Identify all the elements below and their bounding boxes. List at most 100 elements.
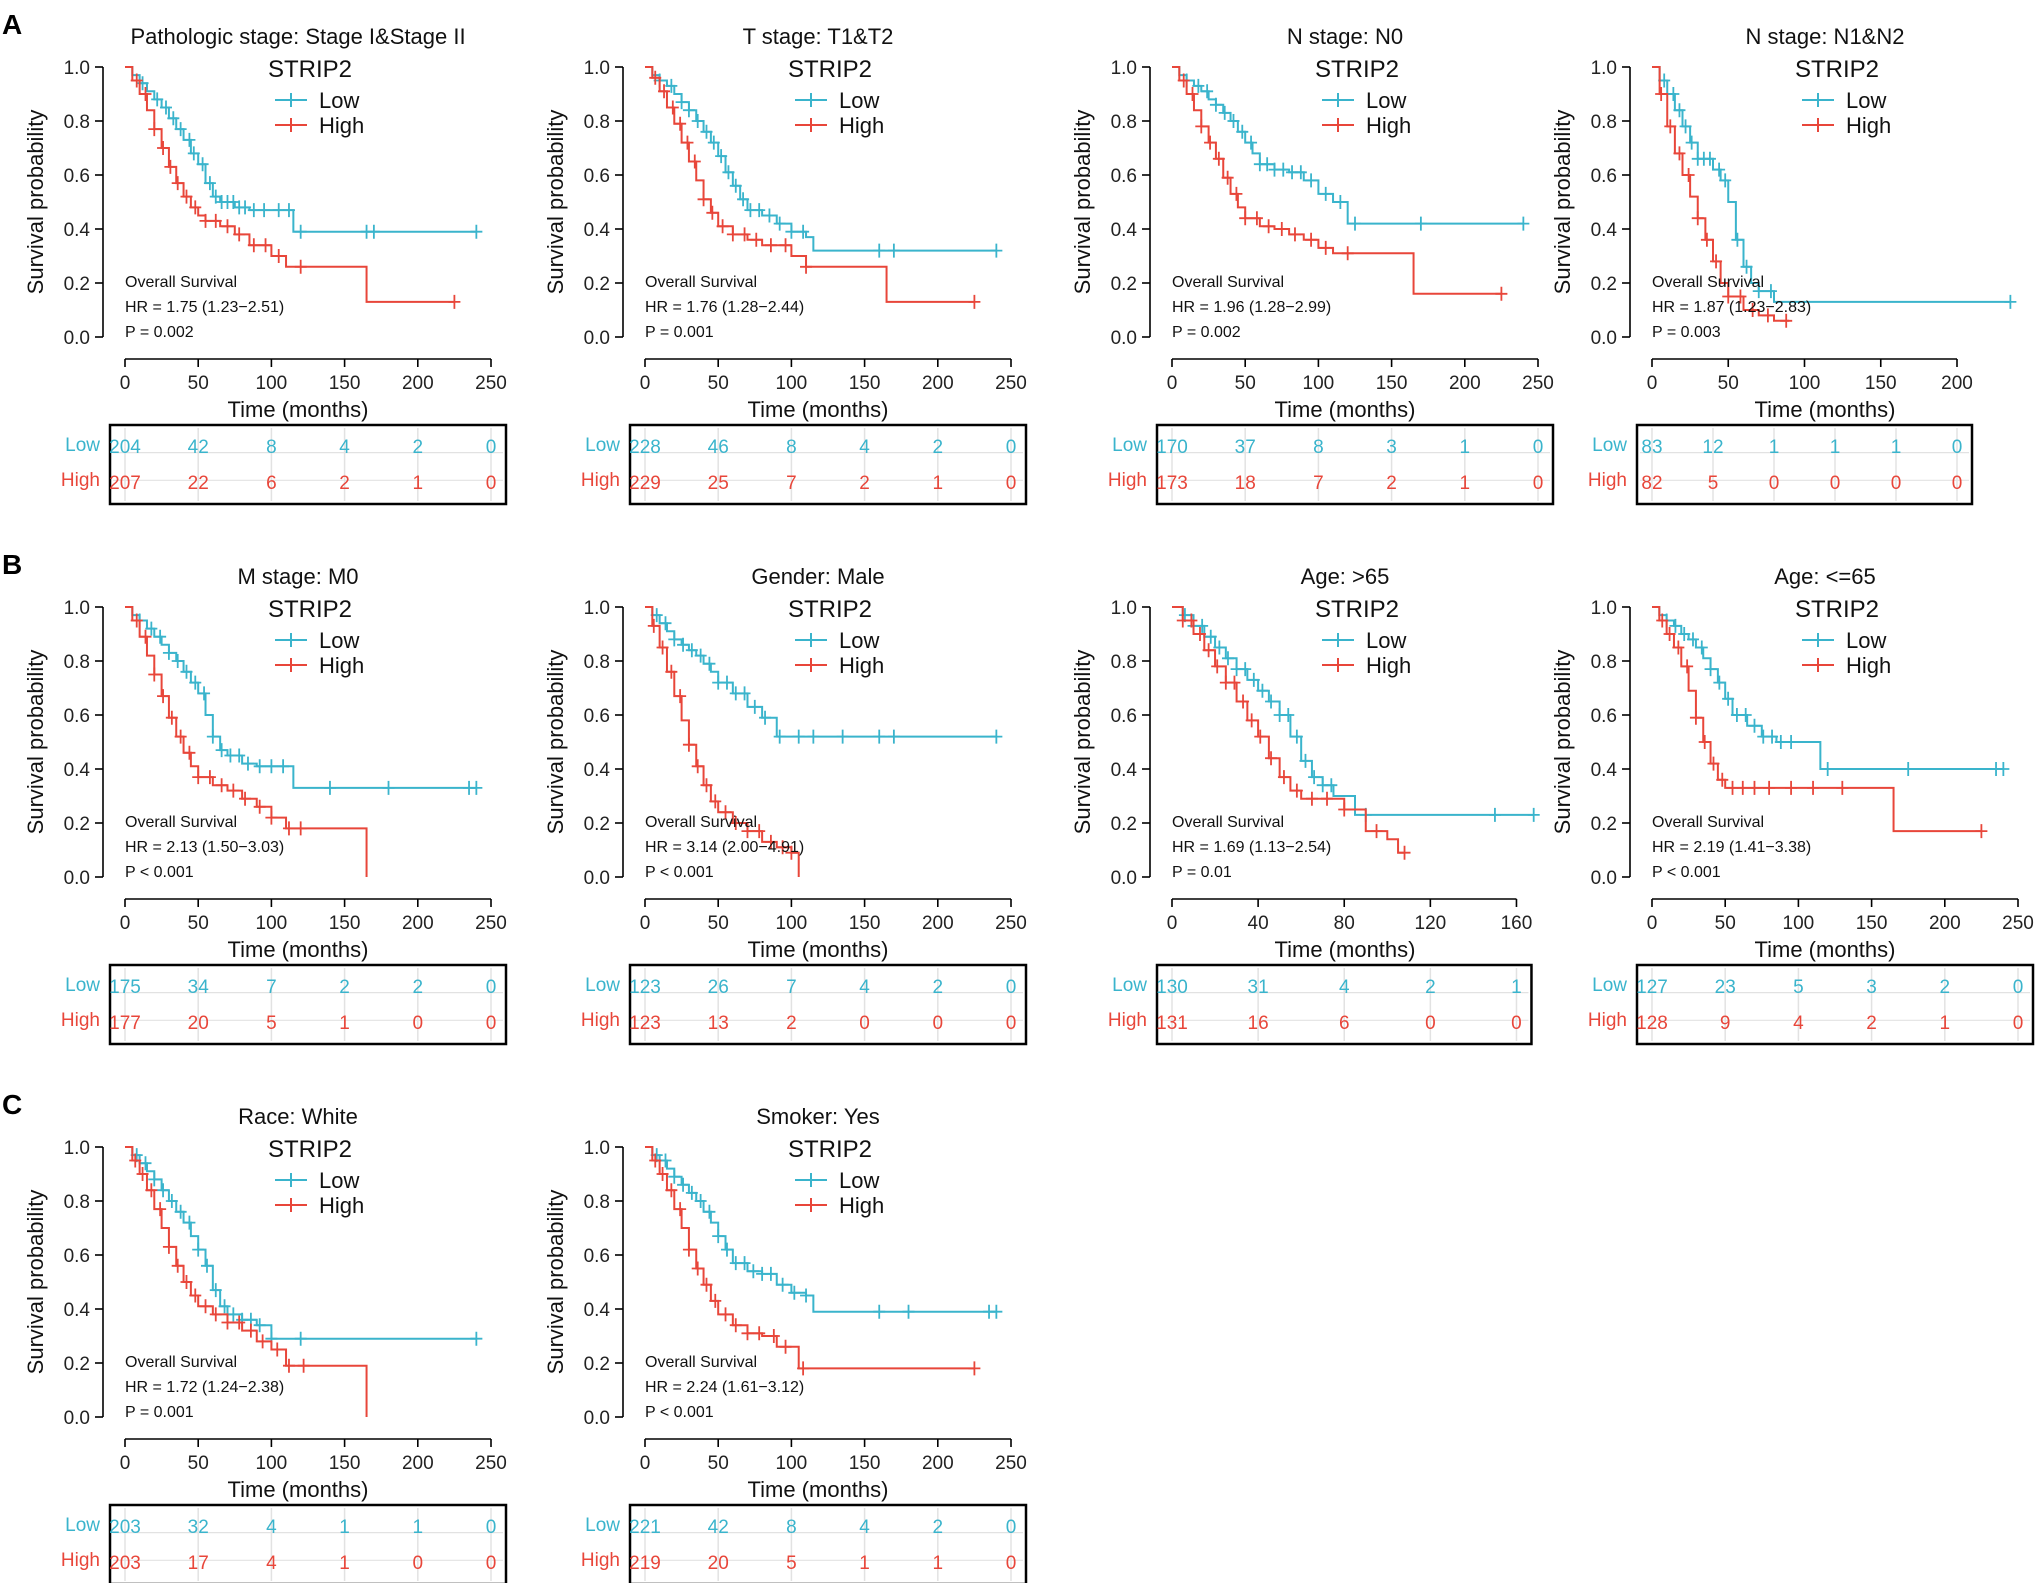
- censor-mark-low: [1695, 640, 1708, 655]
- censor-mark-high: [785, 845, 798, 860]
- censor-mark-low: [748, 699, 761, 714]
- y-tick-label: 0.8: [584, 1192, 610, 1213]
- risk-count-high: 7: [1313, 473, 1324, 494]
- x-tick-label: 150: [849, 373, 881, 394]
- censor-mark-low: [691, 114, 704, 128]
- annotation-p: P = 0.002: [125, 324, 194, 341]
- censor-mark-high: [183, 745, 196, 760]
- censor-mark-low: [1290, 729, 1303, 744]
- censor-mark-low: [1218, 105, 1231, 120]
- risk-count-high: 1: [413, 473, 424, 494]
- censor-mark-low: [171, 654, 184, 668]
- y-tick-label: 0.4: [1591, 220, 1618, 241]
- risk-table-frame: [628, 423, 1028, 506]
- legend-key-low: [1322, 633, 1354, 647]
- censor-mark-low: [1685, 135, 1698, 150]
- censor-mark-high: [649, 70, 662, 85]
- risk-count-high: 0: [1006, 1553, 1017, 1574]
- censor-mark-high: [221, 219, 234, 234]
- censor-mark-high: [157, 141, 170, 155]
- censor-mark-low: [1764, 284, 1777, 299]
- x-tick-label: 80: [1334, 913, 1355, 934]
- censor-mark-low: [367, 224, 380, 239]
- risk-count-high: 0: [933, 1013, 944, 1034]
- risk-count-high: 203: [109, 1553, 141, 1574]
- x-tick-label: 200: [1941, 373, 1973, 394]
- censor-mark-low: [685, 1185, 698, 1200]
- km-panel-6: Gender: Male 0.0 0.2 0.4 0.6 0.8 1.0 Survival p…: [543, 564, 1028, 1046]
- risk-count-high: 5: [786, 1553, 797, 1574]
- y-tick-label: 0.2: [64, 814, 90, 835]
- legend-key-low: [1802, 633, 1834, 647]
- risk-count-high: 5: [266, 1013, 277, 1034]
- x-tick-label: 250: [995, 1453, 1027, 1474]
- censor-mark-low: [196, 157, 209, 172]
- risk-count-high: 16: [1248, 1013, 1269, 1034]
- risk-count-low: 2: [339, 977, 350, 998]
- censor-mark-low: [1201, 84, 1214, 99]
- x-tick-label: 50: [188, 913, 209, 934]
- annotation-title: Overall Survival: [1652, 814, 1764, 831]
- censor-mark-low: [659, 1153, 672, 1168]
- legend-key-high: [275, 1198, 307, 1212]
- risk-count-low: 2: [933, 437, 944, 458]
- censor-mark-high: [164, 159, 177, 174]
- censor-mark-high: [1691, 211, 1704, 226]
- x-tick-label: 150: [1856, 913, 1888, 934]
- y-tick-label: 1.0: [1111, 58, 1137, 79]
- risk-row-label-low: Low: [65, 1515, 100, 1536]
- legend-key-low: [275, 93, 307, 107]
- censor-mark-low: [659, 616, 672, 631]
- censor-mark-low: [1686, 632, 1699, 647]
- censor-mark-high: [656, 1167, 669, 1181]
- annotation-title: Overall Survival: [125, 1354, 237, 1371]
- censor-mark-low: [294, 1331, 307, 1346]
- risk-count-high: 6: [1339, 1013, 1350, 1034]
- censor-mark-high: [282, 821, 295, 836]
- legend-key-low: [795, 633, 827, 647]
- censor-mark-high: [157, 689, 170, 704]
- censor-mark-low: [227, 1307, 240, 1322]
- y-tick-label: 0.8: [1111, 112, 1137, 133]
- risk-count-high: 25: [708, 473, 729, 494]
- censor-mark-low: [873, 729, 886, 744]
- censor-mark-low: [233, 748, 246, 763]
- risk-count-high: 0: [486, 1553, 497, 1574]
- risk-count-high: 2: [1866, 1013, 1877, 1034]
- censor-mark-low: [1517, 216, 1530, 231]
- risk-count-high: 0: [2013, 1013, 2024, 1034]
- censor-mark-high: [753, 1326, 766, 1341]
- censor-mark-low: [165, 1194, 178, 1208]
- censor-mark-low: [1739, 708, 1752, 722]
- x-tick-label: 50: [188, 373, 209, 394]
- risk-count-high: 1: [339, 1553, 350, 1574]
- risk-table-frame: [1635, 423, 1974, 506]
- x-tick-label: 100: [1789, 373, 1821, 394]
- censor-mark-high: [688, 154, 701, 169]
- x-tick-label: 0: [120, 913, 131, 934]
- km-curve-low: [645, 606, 997, 738]
- km-panel-5: M stage: M0 0.0 0.2 0.4 0.6 0.8 1.0 Survival pr…: [23, 564, 508, 1046]
- risk-count-low: 1: [1511, 977, 1522, 998]
- legend-key-high: [795, 658, 827, 672]
- censor-mark-low: [1821, 762, 1834, 776]
- censor-mark-high: [294, 259, 307, 274]
- x-tick-label: 100: [776, 913, 808, 934]
- y-tick-label: 0.2: [584, 814, 610, 835]
- censor-mark-low: [694, 1194, 707, 1208]
- risk-count-high: 9: [1720, 1013, 1731, 1034]
- censor-mark-low: [1722, 691, 1735, 706]
- panel-label-c: C: [2, 1089, 22, 1120]
- chart-title: Gender: Male: [751, 564, 884, 589]
- censor-mark-high: [271, 1342, 284, 1357]
- censor-mark-low: [1236, 124, 1249, 139]
- censor-mark-high: [1398, 845, 1411, 860]
- risk-count-low: 130: [1156, 977, 1188, 998]
- censor-mark-low: [715, 149, 728, 164]
- censor-mark-low: [206, 729, 219, 744]
- censor-mark-high: [1265, 751, 1278, 766]
- censor-mark-low: [148, 1172, 161, 1187]
- risk-count-low: 7: [266, 977, 277, 998]
- km-curve-low: [645, 66, 997, 252]
- censor-mark-low: [1673, 103, 1686, 118]
